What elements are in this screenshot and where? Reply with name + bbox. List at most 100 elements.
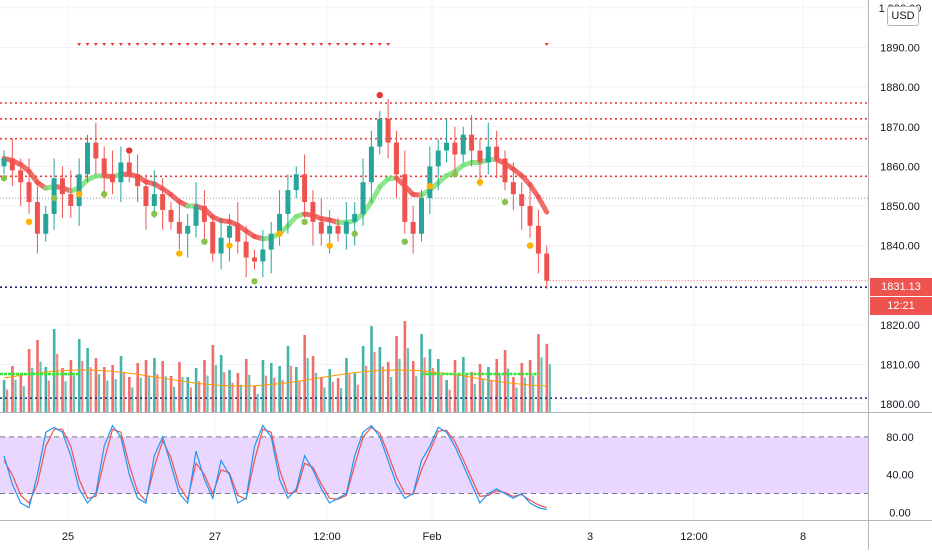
candle-body-17 xyxy=(143,186,148,206)
volume-bar-60 xyxy=(504,350,507,412)
volume-bar-55 xyxy=(462,357,465,412)
candle-body-62 xyxy=(519,194,524,206)
sell-marker-20 xyxy=(169,43,173,46)
candle-body-59 xyxy=(494,147,499,159)
candle-body-8 xyxy=(68,194,73,206)
signal-dot-33 xyxy=(276,231,282,237)
signal-dot-15 xyxy=(126,147,132,153)
volume-bar-b-53 xyxy=(449,390,451,412)
sell-marker-15 xyxy=(127,43,131,46)
signal-dot-9 xyxy=(76,191,82,197)
signal-dot-3 xyxy=(26,219,32,225)
candle-body-11 xyxy=(93,143,98,159)
volume-bar-31 xyxy=(262,360,265,412)
sell-marker-41 xyxy=(344,43,348,46)
volume-bar-37 xyxy=(312,356,315,412)
stoch-band xyxy=(0,437,868,494)
volume-bar-b-49 xyxy=(415,376,417,412)
sell-marker-46 xyxy=(386,43,390,46)
volume-bar-b-6 xyxy=(56,354,58,412)
candle-body-64 xyxy=(536,226,541,254)
volume-bar-41 xyxy=(345,358,348,412)
volume-bar-21 xyxy=(178,362,181,412)
volume-bar-2 xyxy=(20,375,23,412)
candle-body-0 xyxy=(2,158,7,166)
sell-marker-40 xyxy=(336,43,340,46)
price-tick-label-9: 1800.00 xyxy=(880,399,920,411)
volume-bar-b-42 xyxy=(357,385,359,412)
candle-body-54 xyxy=(452,143,457,155)
signal-dot-48 xyxy=(402,238,408,244)
currency-badge[interactable]: USD xyxy=(887,6,919,26)
volume-bar-57 xyxy=(479,364,482,412)
time-tick-label-1: 27 xyxy=(209,531,221,543)
candle-body-5 xyxy=(43,214,48,234)
time-tick-label-6: 8 xyxy=(800,531,806,543)
volume-bar-b-8 xyxy=(73,376,75,412)
volume-bar-62 xyxy=(521,363,524,412)
volume-bar-b-17 xyxy=(148,376,150,412)
candle-body-48 xyxy=(402,174,407,222)
volume-bar-4 xyxy=(36,340,39,412)
volume-bar-b-64 xyxy=(540,357,542,412)
volume-bar-b-48 xyxy=(407,348,409,412)
last-price-tag: 1831.13 xyxy=(870,278,932,296)
volume-bar-b-23 xyxy=(198,381,200,412)
sell-marker-37 xyxy=(311,43,315,46)
volume-bar-b-34 xyxy=(290,366,292,412)
volume-bar-b-38 xyxy=(323,388,325,413)
volume-bar-b-36 xyxy=(307,358,309,412)
candle-body-12 xyxy=(102,158,107,174)
sell-marker-14 xyxy=(119,43,123,46)
volume-bar-35 xyxy=(295,367,298,412)
signal-dot-63 xyxy=(527,242,533,248)
volume-bar-6 xyxy=(53,329,56,412)
stoch-tick-label-2: 0.00 xyxy=(889,507,910,519)
volume-bar-b-59 xyxy=(499,375,501,412)
sell-marker-32 xyxy=(269,43,273,46)
volume-bar-b-7 xyxy=(64,381,66,412)
volume-bar-b-55 xyxy=(465,374,467,413)
candle-body-4 xyxy=(35,202,40,234)
time-tick-label-0: 25 xyxy=(62,531,74,543)
sell-marker-9 xyxy=(77,43,81,46)
volume-bar-45 xyxy=(379,347,382,412)
volume-bar-b-65 xyxy=(549,364,551,412)
volume-bar-b-61 xyxy=(515,388,517,413)
volume-bar-34 xyxy=(287,346,290,412)
volume-bar-15 xyxy=(128,377,131,412)
volume-bar-b-11 xyxy=(98,374,100,412)
volume-bar-b-16 xyxy=(140,378,142,412)
candle-body-38 xyxy=(319,222,324,234)
volume-bar-b-24 xyxy=(206,376,208,412)
price-tick-label-1: 1890.00 xyxy=(880,43,920,55)
price-tick-label-7: 1820.00 xyxy=(880,320,920,332)
candle-body-20 xyxy=(169,210,174,222)
volume-bar-b-41 xyxy=(348,374,350,412)
candle-body-50 xyxy=(419,198,424,234)
volume-bar-b-52 xyxy=(440,375,442,412)
volume-bar-b-54 xyxy=(457,376,459,412)
candle-body-55 xyxy=(461,135,466,155)
volume-bar-0 xyxy=(3,380,6,412)
candle-body-27 xyxy=(227,226,232,238)
candle-body-56 xyxy=(469,135,474,151)
volume-bar-11 xyxy=(95,358,98,412)
volume-bar-b-21 xyxy=(181,377,183,412)
sell-marker-18 xyxy=(152,43,156,46)
candle-body-35 xyxy=(294,174,299,190)
signal-dot-54 xyxy=(452,171,458,177)
sell-marker-44 xyxy=(369,43,373,46)
candle-body-30 xyxy=(252,258,257,262)
price-tick-label-3: 1870.00 xyxy=(880,122,920,134)
candle-body-9 xyxy=(77,174,82,206)
volume-bar-13 xyxy=(111,365,114,412)
signal-dot-36 xyxy=(301,219,307,225)
candle-body-51 xyxy=(427,166,432,198)
signal-dot-42 xyxy=(352,231,358,237)
volume-bar-44 xyxy=(370,326,373,412)
sell-marker-43 xyxy=(361,43,365,46)
candle-body-2 xyxy=(18,170,23,182)
